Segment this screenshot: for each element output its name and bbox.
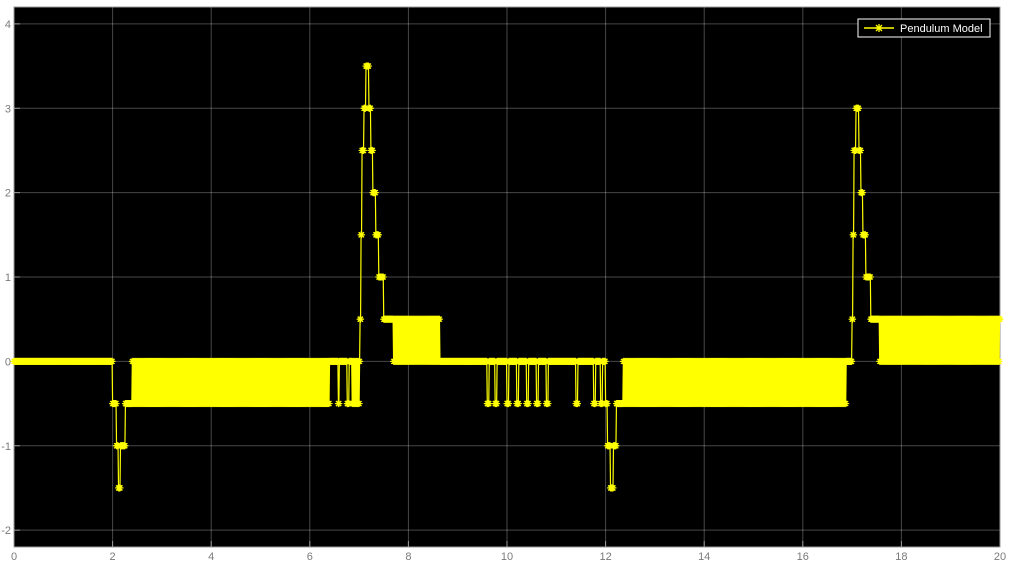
y-tick-label: -2 [1, 525, 11, 537]
y-tick-label: 3 [5, 103, 11, 115]
x-tick-label: 16 [797, 551, 809, 563]
y-tick-label: 4 [5, 19, 11, 31]
series-point [117, 484, 124, 491]
x-tick-label: 14 [698, 551, 710, 563]
x-tick-label: 10 [501, 551, 513, 563]
series-point [113, 400, 120, 407]
series-point [380, 274, 387, 281]
x-tick-label: 20 [994, 551, 1006, 563]
y-tick-label: 2 [5, 188, 11, 200]
series-point [372, 189, 379, 196]
series-point [365, 63, 372, 70]
series-point [326, 400, 333, 407]
series-point [436, 316, 443, 323]
series-point [356, 400, 363, 407]
x-tick-label: 6 [307, 551, 313, 563]
y-tick-label: 0 [5, 356, 11, 368]
series-point [358, 231, 365, 238]
x-tick-label: 18 [895, 551, 907, 563]
series-point [121, 442, 128, 449]
y-tick-label: 1 [5, 272, 11, 284]
x-tick-label: 8 [405, 551, 411, 563]
x-tick-label: 2 [110, 551, 116, 563]
x-tick-label: 4 [208, 551, 214, 563]
x-tick-label: 12 [599, 551, 611, 563]
series-point [360, 147, 367, 154]
series-point [109, 358, 116, 365]
series-point [357, 316, 364, 323]
series-point [485, 400, 492, 407]
x-tick-label: 0 [11, 551, 17, 563]
series-point [369, 147, 376, 154]
series-point [367, 105, 374, 112]
y-tick-label: -1 [1, 441, 11, 453]
series-point [493, 400, 500, 407]
series-point [335, 400, 342, 407]
series-point [356, 358, 363, 365]
series-point [375, 231, 382, 238]
